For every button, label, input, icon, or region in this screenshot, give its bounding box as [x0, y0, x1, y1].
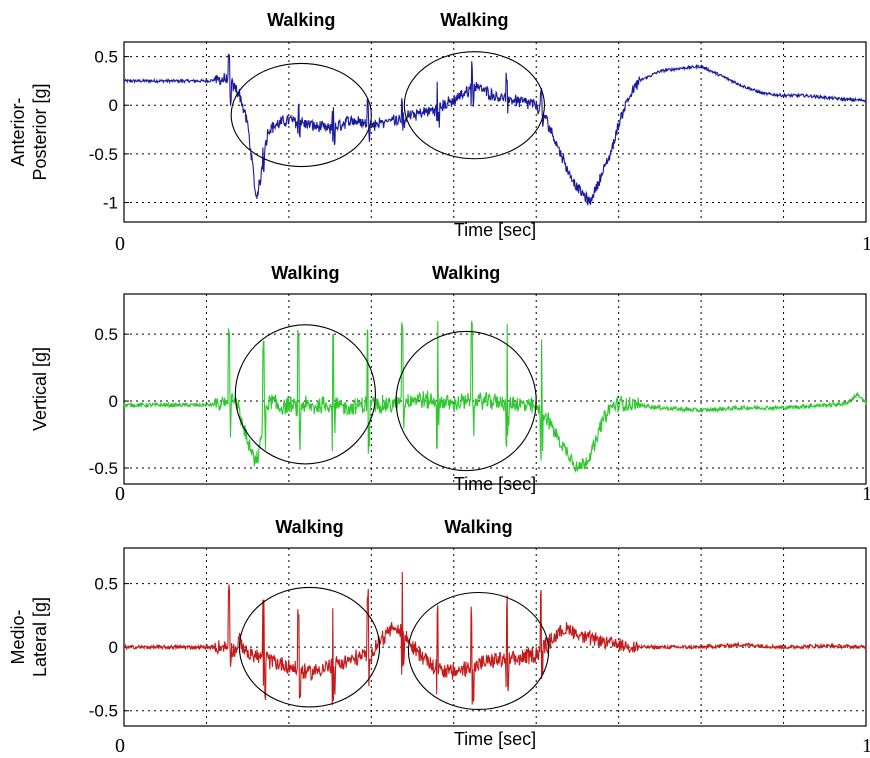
x-tick-label-end: 180 [862, 735, 870, 757]
walking-annotation-label: Walking [275, 517, 343, 537]
y-tick-label: 0.5 [94, 48, 118, 67]
x-tick-label-end: 180 [862, 233, 870, 255]
walking-ellipse [395, 330, 537, 472]
y-axis-label-line: Posterior [g] [30, 83, 50, 180]
walking-ellipse [230, 62, 372, 168]
walking-ellipse [234, 324, 377, 465]
walking-annotation-label: Walking [267, 10, 335, 30]
y-axis-label-line: Anterior- [8, 97, 28, 166]
walking-ellipse [407, 591, 550, 711]
x-tick-label-start: 0 [115, 233, 125, 255]
y-axis-label: Medio- Lateral [g] [8, 597, 50, 677]
signal-trace [123, 571, 867, 706]
y-axis-label: Vertical [g] [30, 347, 50, 431]
walking-ellipse [403, 51, 546, 160]
y-tick-label: 0 [109, 392, 118, 411]
x-axis-label: Time [sec] [454, 474, 536, 494]
chart-panel-1: -1 -0.5 0 0.5 0 180 Time [sec] Anterior-Posteri… [8, 10, 870, 255]
walking-annotation-label: Walking [444, 517, 512, 537]
y-axis-label-line: Medio- [8, 609, 28, 664]
x-tick-label-start: 0 [115, 735, 125, 757]
y-tick-label: 0.5 [94, 575, 118, 594]
y-tick-label: -1 [103, 194, 118, 213]
y-tick-label: 0 [109, 638, 118, 657]
x-tick-label-end: 180 [862, 483, 870, 505]
y-axis-label-line: Lateral [g] [30, 597, 50, 677]
y-tick-label: 0 [109, 96, 118, 115]
y-axis-label-line: Vertical [g] [30, 347, 50, 431]
x-axis-label: Time [sec] [454, 220, 536, 240]
walking-annotation-label: Walking [432, 263, 500, 283]
axes-frame [123, 547, 867, 727]
axes-frame [123, 41, 867, 223]
x-axis-label: Time [sec] [454, 729, 536, 749]
axes-frame [123, 293, 867, 485]
y-axis-label: Anterior- Posterior [g] [8, 83, 50, 180]
y-tick-label: -0.5 [89, 459, 118, 478]
chart-panel-2: -0.5 0 0.5 0 180 Time [sec] Vertical [g] Walkin… [30, 263, 870, 505]
y-tick-label: -0.5 [89, 702, 118, 721]
chart-panel-3: -0.5 0 0.5 0 180 Time [sec] Medio-Lateral [g] W… [8, 517, 870, 757]
walking-annotation-label: Walking [271, 263, 339, 283]
signal-trace [123, 53, 867, 206]
y-tick-label: 0.5 [94, 325, 118, 344]
walking-annotation-label: Walking [440, 10, 508, 30]
walking-ellipse [238, 586, 381, 708]
signal-trace [123, 320, 867, 474]
y-tick-label: -0.5 [89, 145, 118, 164]
x-tick-label-start: 0 [115, 483, 125, 505]
